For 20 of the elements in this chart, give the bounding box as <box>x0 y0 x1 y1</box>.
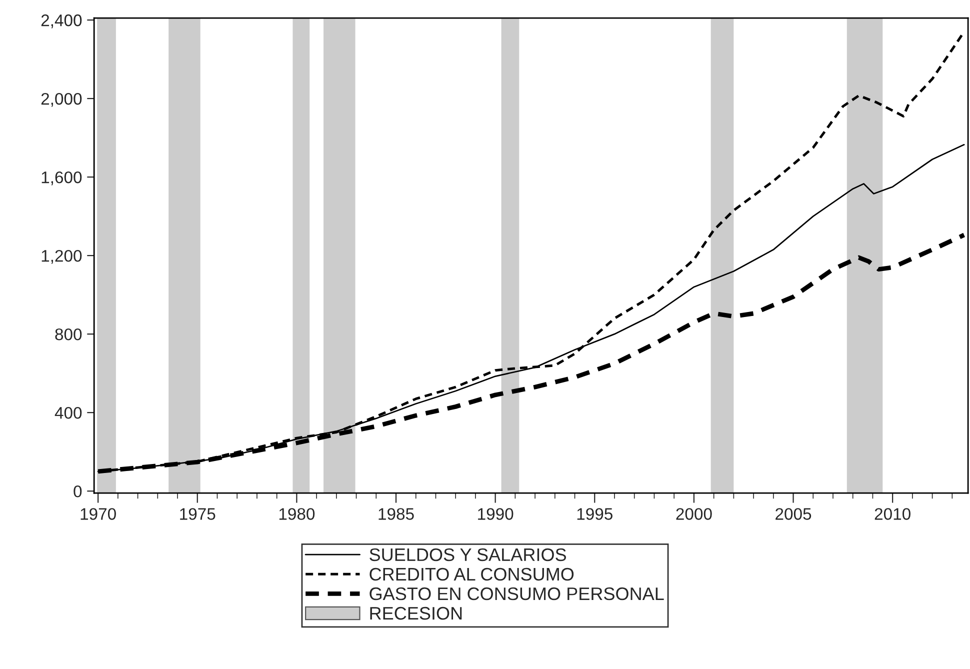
x-tick-label: 1985 <box>378 508 414 520</box>
x-tick-label: 2005 <box>776 508 812 520</box>
x-tick-label: 2010 <box>874 508 910 520</box>
y-tick-label: 1,200 <box>42 250 82 264</box>
x-tick-label: 1975 <box>180 508 216 520</box>
y-tick-label: 1,600 <box>42 171 82 186</box>
x-tick-label: 1980 <box>279 508 315 520</box>
legend-label: CREDITO AL CONSUMO <box>370 568 574 581</box>
legend-label: SUELDOS Y SALARIOS <box>370 548 566 562</box>
x-tick-label: 1990 <box>478 508 514 520</box>
legend-label: GASTO EN CONSUMO PERSONAL <box>370 587 664 600</box>
y-tick-label: 400 <box>54 406 82 419</box>
x-tick-label: 2000 <box>676 508 712 520</box>
y-tick-label: 0 <box>74 485 82 498</box>
y-tick-label: 2,400 <box>41 14 82 28</box>
y-tick-label: 2,000 <box>41 92 82 107</box>
x-tick-label: 1970 <box>80 508 116 520</box>
legend-label: RECESION <box>370 606 462 620</box>
x-tick-label: 1995 <box>577 508 612 520</box>
y-tick-label: 800 <box>55 328 82 340</box>
